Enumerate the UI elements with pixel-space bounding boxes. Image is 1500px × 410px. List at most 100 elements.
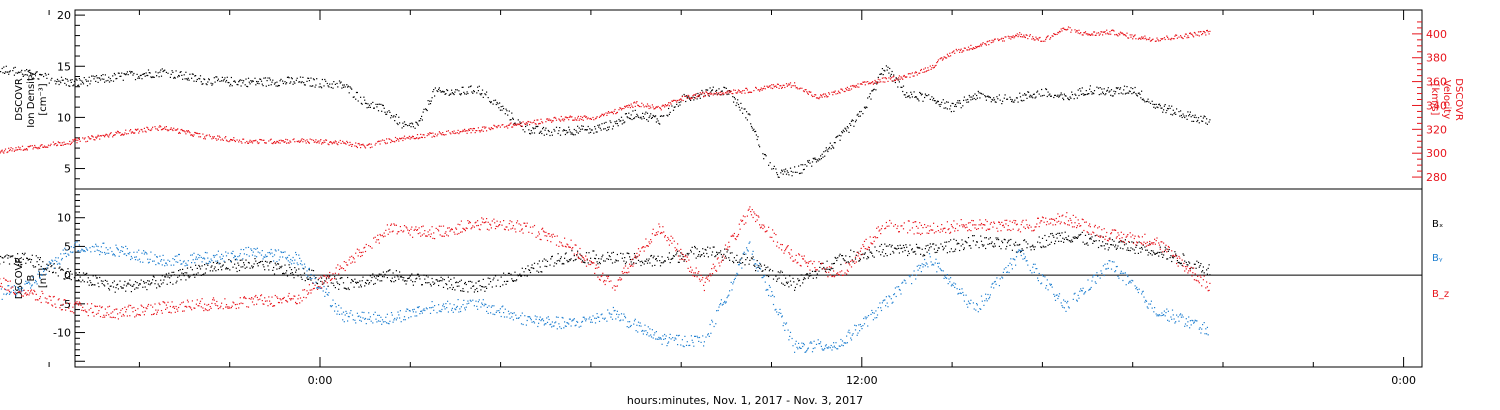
b-series-0-point	[1102, 241, 1104, 243]
b-series-0-point	[21, 252, 24, 255]
density-series-point	[9, 70, 11, 72]
density-series-point	[234, 80, 236, 82]
b-series-0-point	[438, 284, 440, 287]
density-series-point	[1073, 98, 1075, 100]
density-series-point	[739, 109, 741, 111]
b-series-0-point	[60, 269, 62, 271]
density-series-point	[12, 70, 14, 72]
b-series-1-point	[257, 251, 259, 253]
b-series-0-point	[897, 245, 899, 247]
density-series-point	[30, 76, 33, 78]
velocity-series-point	[221, 138, 223, 140]
density-series-point	[1076, 97, 1078, 99]
density-series-point	[458, 90, 460, 92]
velocity-series-point	[11, 150, 13, 152]
b-series-0-point	[403, 277, 405, 279]
density-series-point	[1122, 93, 1124, 95]
velocity-series-point	[462, 129, 464, 131]
b-series-1-point	[0, 288, 3, 290]
b-series-1-point	[217, 250, 219, 252]
b-series-0-point	[1107, 249, 1109, 251]
b-series-0-point	[849, 256, 851, 258]
density-series-point	[323, 85, 325, 87]
velocity-series-point	[265, 142, 267, 144]
density-series-point	[858, 115, 860, 117]
b-series-1-point	[51, 259, 53, 261]
density-series-point	[57, 80, 59, 82]
density-series-point	[157, 72, 159, 74]
b-series-0-point	[709, 247, 711, 249]
density-series-point	[706, 89, 708, 91]
b-series-1-point	[256, 247, 258, 249]
density-series-point	[282, 80, 284, 82]
b-series-0-point	[308, 269, 310, 271]
density-series-point	[965, 99, 967, 101]
b-series-0-point	[484, 290, 486, 292]
b-series-0-point	[701, 254, 703, 256]
velocity-series-point	[665, 105, 667, 107]
b-series-0-point	[398, 278, 400, 280]
velocity-series-point	[161, 128, 163, 131]
density-series-point	[121, 72, 123, 74]
density-series-point	[172, 71, 174, 73]
density-series-point	[451, 92, 453, 94]
density-series-point	[657, 120, 659, 122]
velocity-series-point	[571, 116, 573, 118]
velocity-series-point	[976, 46, 978, 48]
velocity-series-point	[1105, 33, 1107, 35]
b-series-0-point	[612, 251, 614, 253]
density-series-point	[1126, 86, 1128, 88]
velocity-series-point	[1037, 39, 1039, 41]
b-series-0-point	[727, 249, 729, 251]
b-series-0-point	[551, 256, 553, 258]
density-series-point	[954, 104, 957, 106]
b-series-0-point	[292, 273, 294, 275]
b-series-1-point	[138, 258, 141, 260]
density-series-point	[433, 89, 435, 91]
velocity-series-point	[854, 86, 857, 88]
b-series-1-point	[196, 258, 198, 260]
b-series-0-point	[777, 271, 779, 273]
density-series-point	[580, 128, 582, 130]
density-series-point	[228, 82, 230, 84]
density-series-point	[1054, 94, 1056, 96]
density-series-point	[316, 78, 318, 80]
velocity-series-point	[0, 150, 3, 152]
density-series-point	[750, 125, 753, 128]
velocity-series-point	[306, 139, 308, 141]
density-series-point	[124, 73, 126, 75]
density-series-point	[759, 146, 761, 148]
velocity-series-point	[776, 83, 779, 85]
velocity-series-point	[1135, 38, 1137, 40]
velocity-series-point	[38, 146, 40, 149]
b-series-0-point	[1149, 253, 1152, 255]
velocity-series-point	[281, 140, 283, 142]
density-series-point	[70, 81, 72, 83]
density-series-point	[934, 100, 936, 102]
velocity-series-point	[154, 126, 156, 128]
velocity-series-point	[696, 96, 698, 98]
b-series-0-point	[825, 268, 827, 270]
b-series-0-point	[225, 267, 228, 269]
b-series-1-point	[125, 245, 127, 247]
b-series-0-point	[724, 248, 726, 250]
b-series-0-point	[391, 277, 393, 279]
density-series-point	[963, 99, 965, 101]
b-series-0-point	[695, 257, 697, 259]
b-series-0-point	[146, 289, 148, 291]
b-series-0-point	[659, 265, 662, 267]
density-series-point	[980, 92, 982, 94]
density-series-point	[1201, 120, 1203, 122]
b-series-1-point	[78, 250, 80, 252]
b-series-0-point	[171, 271, 173, 273]
density-series-point	[357, 100, 359, 102]
density-series-point	[569, 131, 571, 133]
velocity-series-point	[623, 107, 625, 110]
density-series-point	[819, 159, 821, 161]
density-series-point	[1045, 88, 1047, 90]
b-series-0-point	[631, 263, 633, 265]
density-series-point	[1083, 94, 1085, 96]
density-series-point	[902, 85, 905, 87]
b-series-1-point	[68, 254, 70, 256]
b-series-1-point	[186, 264, 188, 266]
